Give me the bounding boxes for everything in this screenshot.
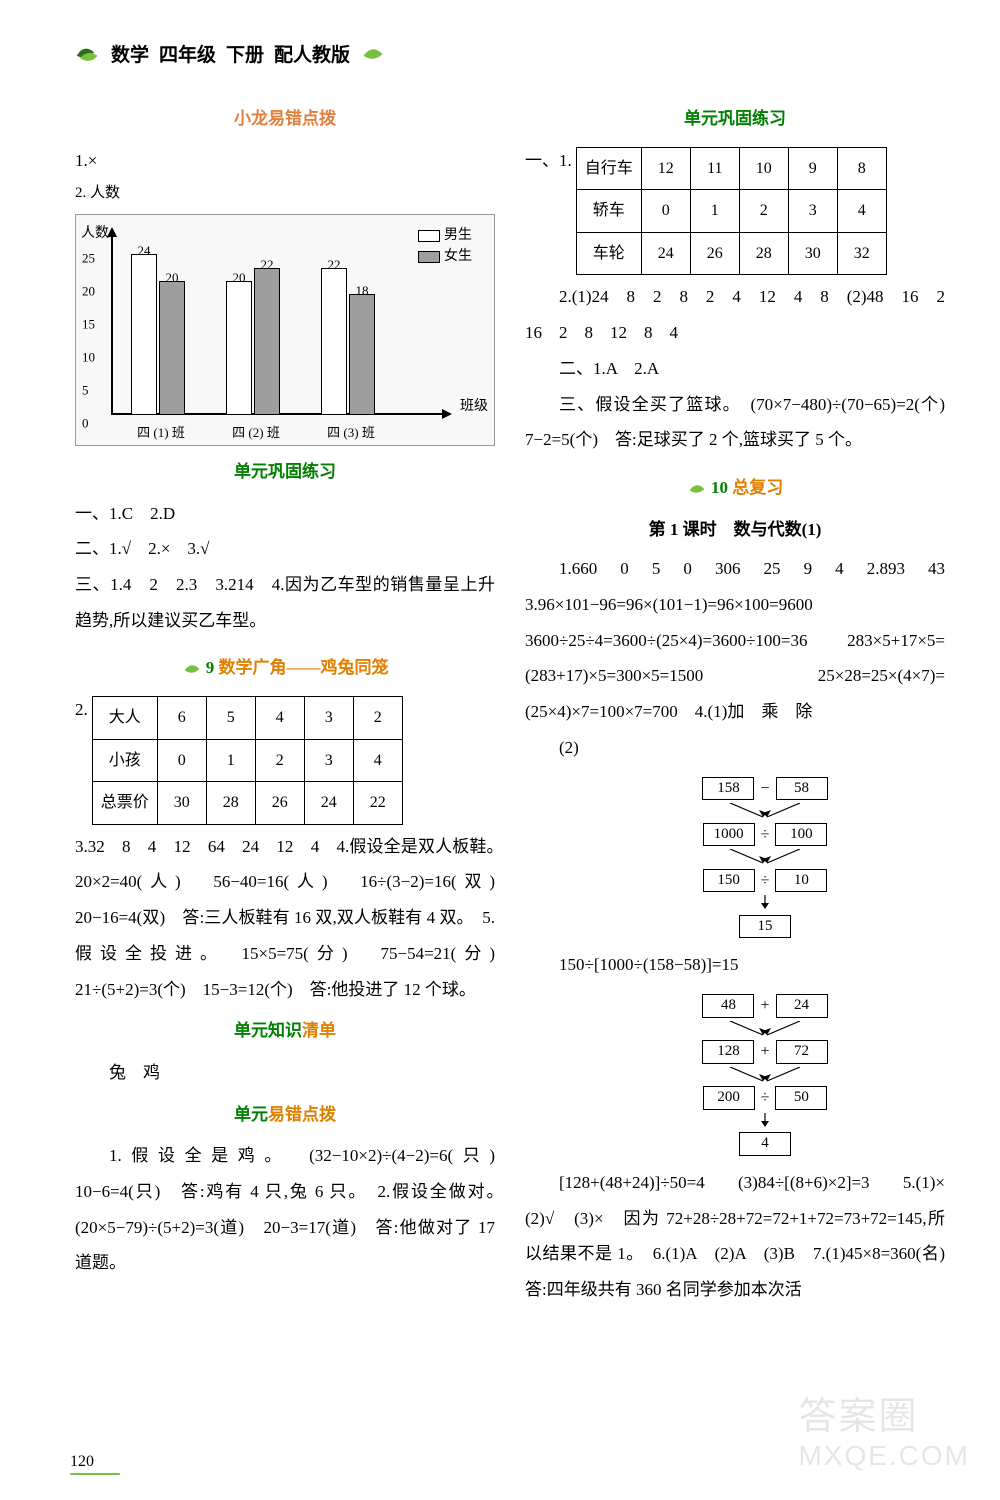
leaf-icon <box>687 482 707 496</box>
flow-diagram: 158−581000÷100150÷1015 <box>585 773 945 941</box>
chart-ylabel: 2. 人数 <box>75 178 495 210</box>
y-tick: 15 <box>82 310 95 337</box>
flow-expression: 150÷[1000÷(158−58)]=15 <box>525 947 945 983</box>
header-grade: 四年级 <box>159 40 216 67</box>
answer-line: 二、1.√ 2.× 3.√ <box>75 531 495 567</box>
answer-text: [128+(48+24)]÷50=4 (3)84÷[(8+6)×2]=3 5.(… <box>525 1165 945 1308</box>
answer-line: 1.× <box>75 143 495 179</box>
answer-text: 三、1.4 2 2.3 3.214 4.因为乙车型的销售量呈上升趋势,所以建议买… <box>75 567 495 638</box>
data-table: 大人65432小孩01234总票价3028262422 <box>92 696 403 825</box>
page-number: 120 <box>70 1453 120 1475</box>
answer-line: 一、1.C 2.D <box>75 496 495 532</box>
leaf-icon <box>75 44 101 64</box>
lesson-title: 第 1 课时 数与代数(1) <box>525 512 945 548</box>
section-title: 单元易错点拨 <box>75 1097 495 1133</box>
header-edition: 配人教版 <box>274 40 350 67</box>
chart-legend: 男生 女生 <box>418 225 472 267</box>
flow-diagram: 48+24128+72200÷504 <box>585 991 945 1159</box>
section-title: 单元巩固练习 <box>525 101 945 137</box>
y-tick: 10 <box>82 343 95 370</box>
left-column: 小龙易错点拨 1.× 2. 人数 男生 女生 人数 班级 05101520252… <box>75 95 495 1308</box>
header-subject: 数学 <box>111 40 149 67</box>
right-column: 单元巩固练习 一、1. 自行车12111098轿车01234车轮24262830… <box>525 95 945 1308</box>
answer-line: 兔 鸡 <box>75 1055 495 1091</box>
y-tick: 20 <box>82 277 95 304</box>
question-number: 2. <box>75 692 88 728</box>
answer-line: 二、1.A 2.A <box>525 351 945 387</box>
chapter-title: 10 总复习 <box>525 470 945 506</box>
section-title: 单元知识清单 <box>75 1013 495 1049</box>
section-title: 小龙易错点拨 <box>75 101 495 137</box>
section-title: 单元巩固练习 <box>75 454 495 490</box>
question-number: 一、1. <box>525 143 572 179</box>
y-tick: 25 <box>82 244 95 271</box>
y-tick: 0 <box>82 409 89 436</box>
header-volume: 下册 <box>226 40 264 67</box>
page-header: 数学 四年级 下册 配人教版 <box>75 40 945 67</box>
data-table: 自行车12111098轿车01234车轮2426283032 <box>576 147 887 276</box>
leaf-icon <box>360 44 386 64</box>
answer-text: 3.32 8 4 12 64 24 12 4 4.假设全是双人板鞋。 20×2=… <box>75 829 495 1007</box>
chapter-title: 9 数学广角——鸡兔同笼 <box>75 650 495 686</box>
answer-text: 三、假设全买了篮球。 (70×7−480)÷(70−65)=2(个) 7−2=5… <box>525 387 945 458</box>
leaf-icon <box>182 662 202 676</box>
answer-text: 2.(1)24 8 2 8 2 4 12 4 8 (2)48 16 2 16 2… <box>525 279 945 350</box>
answer-text: 1.假设全是鸡。 (32−10×2)÷(4−2)=6(只) 10−6=4(只) … <box>75 1138 495 1281</box>
x-axis-label: 班级 <box>460 392 488 421</box>
bar-chart: 男生 女生 人数 班级 05101520252420四 (1) 班2022四 (… <box>75 214 495 446</box>
y-tick: 5 <box>82 376 89 403</box>
answer-text: 1.660 0 5 0 306 25 9 4 2.893 43 3.96×101… <box>525 551 945 729</box>
sub-question: (2) <box>525 730 945 766</box>
watermark: 答案圈 MXQE.COM <box>798 1385 970 1472</box>
